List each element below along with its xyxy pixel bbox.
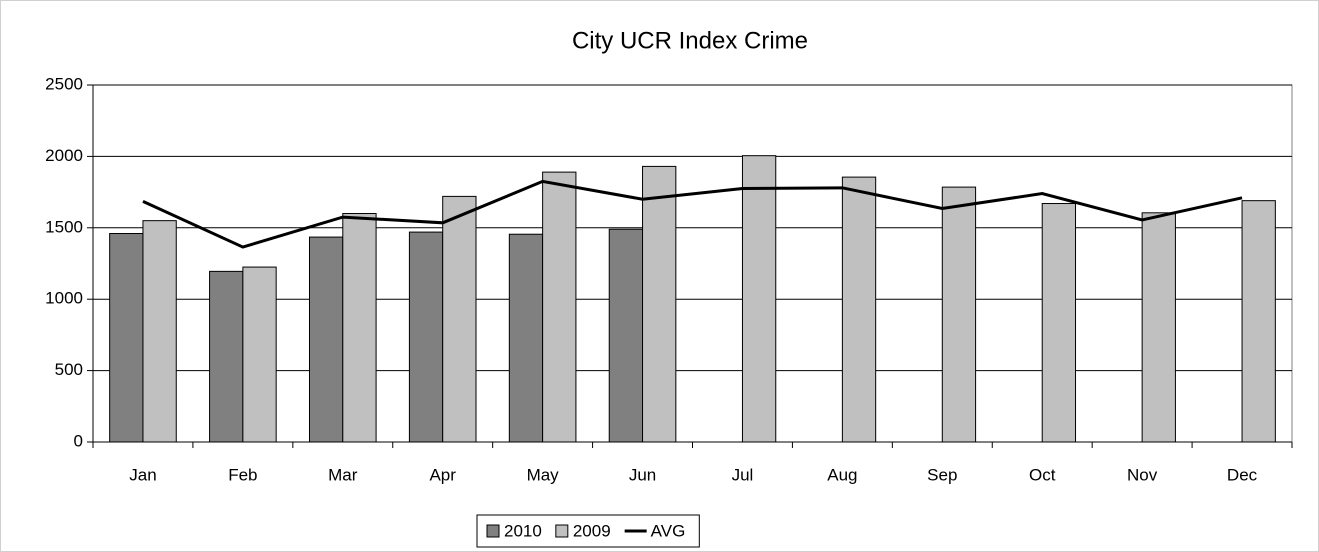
x-tick-label: Mar [328,465,358,484]
x-tick-label: Nov [1127,465,1158,484]
y-tick-label: 1500 [45,217,83,236]
legend-swatch [555,524,569,538]
y-tick-label: 500 [55,360,83,379]
x-tick-label: May [527,465,560,484]
legend-box [476,514,700,548]
bar [841,176,877,443]
bar [342,213,377,443]
x-tick-label: Sep [927,465,957,484]
legend: 2010 2009 AVG [476,514,700,548]
y-tick-label: 1000 [45,289,83,308]
x-tick-label: Aug [827,465,857,484]
bar [142,220,177,443]
chart-title: City UCR Index Crime [572,27,808,54]
x-tick-label: Apr [429,465,456,484]
bar [308,236,344,443]
y-tick-label: 2000 [45,146,83,165]
line [142,179,1243,249]
legend-label: 2009 [573,521,611,540]
bar [1041,203,1077,443]
bar [209,270,244,443]
bar [508,233,544,443]
x-tick-label: Dec [1227,465,1258,484]
plot-area [92,84,1293,443]
bar [642,165,677,443]
x-tick-label: Feb [228,465,257,484]
bar [109,233,144,443]
x-tick-label: Jan [129,465,156,484]
bar [741,155,777,443]
x-tick-label: Oct [1029,465,1056,484]
bar [442,195,477,443]
bar [408,231,444,443]
bar [608,228,644,443]
x-tick-label: Jul [732,465,754,484]
y-tick-label: 0 [74,431,83,450]
x-tick-label: Jun [629,465,656,484]
legend-label: AVG [651,521,686,540]
bar [542,171,577,443]
legend-swatch [486,524,500,538]
bar [242,266,277,443]
y-tick-label: 2500 [45,74,83,93]
bar [941,186,977,443]
bar [1241,200,1276,443]
legend-label: 2010 [504,521,542,540]
bar [1141,212,1176,443]
